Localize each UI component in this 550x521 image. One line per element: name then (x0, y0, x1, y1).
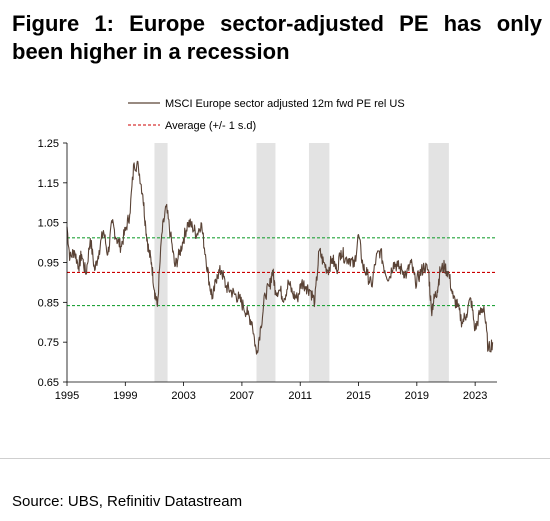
x-tick-label: 1999 (113, 390, 137, 402)
recession-shading (154, 143, 449, 382)
legend-average-label: Average (+/- 1 s.d) (165, 120, 256, 132)
y-tick-label: 1.05 (38, 218, 59, 230)
recession-bar (308, 143, 330, 382)
chart: 0.65 0.75 0.85 0.95 1.05 1.15 1.25 1995 1999 200… (38, 98, 497, 402)
x-tick-label: 2011 (288, 390, 312, 402)
source-note: Source: UBS, Refinitiv Datastream (12, 493, 243, 510)
series-line-layer (66, 160, 494, 355)
recession-bar (154, 143, 168, 382)
recession-bar (256, 143, 276, 382)
x-tick-label: 2015 (346, 390, 370, 402)
y-tick-label: 0.75 (38, 337, 59, 349)
x-tick-label: 2019 (405, 390, 429, 402)
y-tick-label: 0.85 (38, 297, 59, 309)
y-tick-label: 0.95 (38, 258, 59, 270)
legend-series-label: MSCI Europe sector adjusted 12m fwd PE r… (165, 98, 405, 110)
y-tick-label: 1.25 (38, 138, 59, 150)
x-axis-ticks: 1995 1999 2003 2007 2011 2015 2019 2023 (55, 382, 487, 402)
series-line (66, 160, 494, 355)
figure-title: Figure 1: Europe sector-adjusted PE has … (12, 11, 542, 64)
x-tick-label: 1995 (55, 390, 79, 402)
legend: MSCI Europe sector adjusted 12m fwd PE r… (128, 98, 405, 132)
x-tick-label: 2003 (171, 390, 195, 402)
y-tick-label: 0.65 (38, 377, 59, 389)
divider (0, 458, 550, 459)
x-tick-label: 2023 (463, 390, 487, 402)
y-axis-ticks: 0.65 0.75 0.85 0.95 1.05 1.15 1.25 (38, 138, 67, 389)
std-dev-band-lines (67, 237, 497, 307)
y-tick-label: 1.15 (38, 178, 59, 190)
x-tick-label: 2007 (230, 390, 254, 402)
recession-bar (428, 143, 449, 382)
